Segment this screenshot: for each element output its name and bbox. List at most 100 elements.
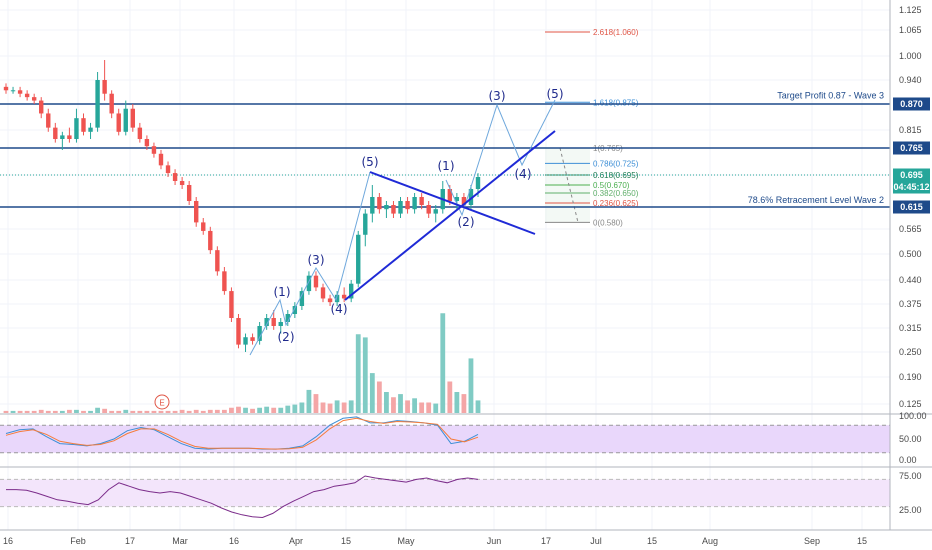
volume-bar bbox=[24, 410, 30, 413]
rsi-tick: 25.00 bbox=[899, 505, 922, 515]
candle-body bbox=[468, 189, 474, 205]
volume-bar bbox=[341, 402, 347, 413]
candle bbox=[39, 97, 44, 119]
candle-body bbox=[215, 250, 220, 272]
volume-bar bbox=[468, 358, 474, 413]
candle-body bbox=[447, 189, 453, 201]
volume-bar bbox=[229, 407, 234, 413]
volume-bar bbox=[369, 373, 375, 413]
candle-body bbox=[454, 197, 460, 201]
volume-bar bbox=[38, 409, 44, 413]
candle-body bbox=[398, 201, 403, 214]
time-tick: 16 bbox=[229, 536, 239, 546]
volume-bar bbox=[67, 409, 72, 413]
candle bbox=[306, 271, 312, 295]
candle-body bbox=[67, 135, 72, 139]
volume-bar bbox=[144, 410, 150, 413]
candlesticks bbox=[3, 60, 481, 352]
candle-body bbox=[194, 201, 199, 223]
fib-label: 0.382(0.650) bbox=[593, 189, 639, 198]
candle-body bbox=[208, 230, 213, 251]
candle bbox=[222, 267, 227, 295]
candle-body bbox=[229, 291, 234, 318]
fib-label: 0.5(0.670) bbox=[593, 181, 630, 190]
candle bbox=[285, 310, 290, 326]
volume-bar bbox=[221, 409, 227, 413]
fib-trend bbox=[559, 147, 579, 223]
wave-label: (5) bbox=[362, 155, 379, 169]
volume-bar bbox=[207, 409, 213, 413]
fib-label: 0.236(0.625) bbox=[593, 199, 639, 208]
candle-body bbox=[433, 209, 438, 214]
stoch-tick: 50.00 bbox=[899, 434, 922, 444]
price-tick: 0.440 bbox=[899, 275, 922, 285]
volume-bar bbox=[334, 400, 340, 413]
earnings-circle bbox=[154, 394, 170, 410]
price-tick: 0.250 bbox=[899, 347, 922, 357]
horizontal-levels[interactable]: Target Profit 0.87 - Wave 3 78.6% Retrace… bbox=[0, 90, 890, 208]
volume-bar bbox=[271, 407, 277, 413]
badge-bg bbox=[893, 200, 930, 214]
wave-path-1 bbox=[249, 171, 371, 356]
volume-bar bbox=[461, 394, 467, 413]
candle-body bbox=[419, 197, 424, 205]
volume-bar bbox=[327, 403, 333, 413]
volume-bar bbox=[165, 410, 171, 413]
stoch-line bbox=[5, 417, 479, 450]
candle-body bbox=[461, 197, 467, 205]
time-tick: Jul bbox=[590, 536, 602, 546]
candle-body bbox=[179, 181, 185, 185]
volume-bar bbox=[31, 410, 37, 413]
target-note: Target Profit 0.87 - Wave 3 bbox=[777, 90, 884, 100]
candle-body bbox=[278, 322, 283, 326]
wave-label: (4) bbox=[515, 167, 532, 181]
wave-label: (1) bbox=[274, 285, 291, 299]
candle-body bbox=[88, 127, 93, 132]
time-tick: 15 bbox=[341, 536, 351, 546]
candle bbox=[370, 185, 375, 223]
candle-body bbox=[243, 337, 248, 345]
volume-bar bbox=[3, 410, 9, 413]
candle bbox=[31, 93, 37, 104]
badge-bg bbox=[893, 180, 930, 194]
candle-body bbox=[116, 113, 121, 132]
candle-body bbox=[109, 93, 114, 114]
candle-body bbox=[384, 205, 389, 210]
candle-body bbox=[475, 177, 481, 189]
indicator-panels: 100.00 50.00 0.00 75.00 25.00 bbox=[0, 411, 932, 531]
badge-bg bbox=[893, 168, 930, 182]
candle-body bbox=[377, 197, 382, 210]
volume-bar bbox=[433, 403, 439, 413]
time-tick: Jun bbox=[487, 536, 502, 546]
candle-body bbox=[412, 197, 417, 210]
time-tick: Feb bbox=[70, 536, 86, 546]
candle-body bbox=[348, 283, 354, 299]
volume-bar bbox=[454, 392, 460, 413]
candle-body bbox=[81, 118, 86, 132]
wave-label: (1) bbox=[438, 159, 455, 173]
volume-bar bbox=[109, 410, 115, 413]
badge-label: 04:45:12 bbox=[893, 182, 929, 192]
candle bbox=[24, 90, 30, 101]
time-tick: 15 bbox=[857, 536, 867, 546]
candle-body bbox=[31, 97, 37, 101]
volume-bar bbox=[419, 402, 425, 413]
volume-bar bbox=[306, 389, 312, 413]
candle bbox=[320, 283, 326, 303]
candle-body bbox=[158, 153, 164, 166]
volume-bar bbox=[257, 407, 263, 413]
candle bbox=[398, 197, 403, 218]
wave-label: (2) bbox=[278, 330, 295, 344]
candle-body bbox=[17, 90, 23, 94]
candle bbox=[81, 113, 86, 136]
candle bbox=[271, 310, 276, 330]
time-tick: Mar bbox=[172, 536, 188, 546]
candle bbox=[144, 135, 150, 150]
candle-body bbox=[137, 127, 143, 139]
badge-label: 0.765 bbox=[900, 143, 923, 153]
candle-body bbox=[299, 291, 305, 306]
rsi-line bbox=[6, 475, 479, 519]
candle bbox=[67, 127, 72, 143]
volume-bar bbox=[243, 407, 248, 413]
